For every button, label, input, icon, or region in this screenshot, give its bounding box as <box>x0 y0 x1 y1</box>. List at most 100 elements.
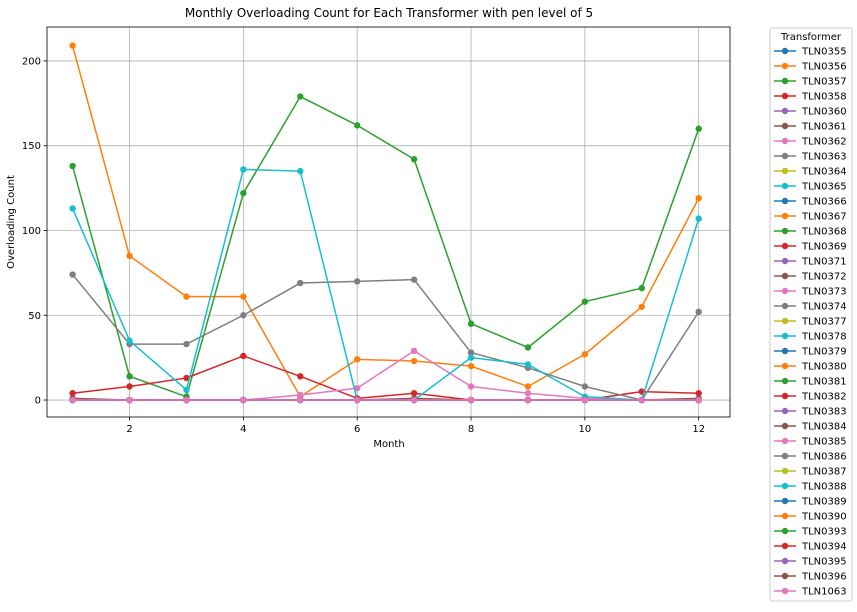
chart-title: Monthly Overloading Count for Each Trans… <box>185 6 593 20</box>
data-point <box>240 352 247 360</box>
legend-label: TLN0395 <box>801 557 847 568</box>
legend-label: TLN0367 <box>801 212 847 223</box>
data-point <box>524 396 532 404</box>
legend-label: TLN0389 <box>801 497 847 508</box>
data-point <box>467 320 475 327</box>
data-point <box>297 279 304 287</box>
legend-swatch-marker <box>781 542 789 550</box>
data-point <box>695 396 702 404</box>
data-point <box>69 42 76 49</box>
data-point <box>183 340 190 348</box>
data-point <box>240 189 247 197</box>
data-point <box>183 293 190 300</box>
data-point <box>695 390 702 397</box>
legend-item: TLN0393 <box>774 527 847 538</box>
data-point <box>183 386 190 394</box>
legend-items: TLN0355 TLN0356 TLN0357 TLN0358 TLN0360 TLN03… <box>774 47 847 598</box>
legend-item: TLN0364 <box>774 167 847 178</box>
legend-label: TLN0381 <box>801 377 847 388</box>
legend-item: TLN0365 <box>774 182 847 193</box>
y-tick-label: 200 <box>22 56 41 67</box>
series-line <box>72 274 700 401</box>
legend-label: TLN0371 <box>801 257 847 268</box>
legend-swatch-marker <box>781 437 789 445</box>
legend-label: TLN0379 <box>801 347 847 358</box>
legend: Transformer TLN0355 TLN0356 TLN0357 TLN0358… <box>769 27 853 602</box>
series-tln0357 <box>69 93 702 400</box>
legend-label: TLN0357 <box>801 77 847 88</box>
legend-item: TLN0377 <box>774 317 847 328</box>
data-point <box>695 308 702 316</box>
legend-swatch-marker <box>781 467 789 475</box>
data-point <box>354 356 361 363</box>
x-tick-label: 4 <box>240 424 246 435</box>
data-point <box>638 396 645 404</box>
legend-swatch-marker <box>781 527 789 535</box>
legend-label: TLN0366 <box>801 197 847 208</box>
legend-label: TLN0374 <box>801 302 847 313</box>
legend-item: TLN0394 <box>774 542 847 553</box>
legend-label: TLN0372 <box>801 272 847 283</box>
legend-swatch-marker <box>781 362 789 370</box>
data-point <box>581 396 589 404</box>
legend-label: TLN0384 <box>801 422 847 433</box>
legend-item: TLN0387 <box>774 467 847 478</box>
series-tln0356 <box>69 42 702 400</box>
legend-item: TLN0366 <box>774 197 847 208</box>
data-point <box>524 361 532 368</box>
legend-label: TLN1063 <box>801 587 847 598</box>
plot-frame <box>46 26 731 418</box>
data-point <box>354 396 361 404</box>
data-point <box>240 396 247 404</box>
legend-swatch-marker <box>781 62 789 70</box>
data-point <box>69 390 76 397</box>
legend-swatch-marker <box>781 452 789 460</box>
data-point <box>410 357 418 365</box>
legend-label: TLN0364 <box>801 167 847 178</box>
legend-item: TLN1063 <box>774 587 847 598</box>
data-point <box>297 391 304 399</box>
legend-swatch-marker <box>781 122 789 130</box>
data-point <box>410 396 418 404</box>
data-point <box>581 351 589 358</box>
series-tln0363 <box>69 271 702 404</box>
data-point <box>297 167 304 175</box>
data-point <box>126 396 133 404</box>
data-point <box>69 396 76 404</box>
legend-item: TLN0378 <box>774 332 847 343</box>
legend-swatch-marker <box>781 287 789 295</box>
series-line <box>71 45 700 398</box>
legend-item: TLN0358 <box>774 92 847 103</box>
data-point <box>467 396 475 404</box>
legend-item: TLN0374 <box>774 302 847 313</box>
legend-label: TLN0380 <box>801 362 847 373</box>
legend-swatch-marker <box>781 422 789 430</box>
data-point <box>297 396 304 404</box>
data-point <box>695 125 702 132</box>
legend-swatch-marker <box>781 92 789 100</box>
legend-swatch-marker <box>781 302 789 310</box>
y-tick-label: 0 <box>35 396 41 407</box>
legend-label: TLN0386 <box>801 452 847 463</box>
legend-label: TLN0383 <box>801 407 847 418</box>
y-tick-label: 150 <box>22 141 41 152</box>
x-tick-label: 6 <box>354 424 360 435</box>
legend-label: TLN0378 <box>801 332 847 343</box>
data-point <box>524 383 532 390</box>
legend-item: TLN0369 <box>774 242 847 253</box>
legend-swatch-marker <box>781 317 789 325</box>
data-point <box>524 390 532 397</box>
data-point <box>410 276 418 283</box>
legend-label: TLN0360 <box>801 107 847 118</box>
legend-swatch-marker <box>781 512 789 520</box>
legend-swatch-marker <box>781 47 789 55</box>
legend-swatch-marker <box>781 167 789 175</box>
legend-swatch-marker <box>781 257 789 265</box>
data-point <box>467 383 475 390</box>
legend-item: TLN0356 <box>774 62 847 73</box>
data-point <box>297 373 304 380</box>
legend-swatch-marker <box>781 497 789 505</box>
x-tick-label: 12 <box>692 424 705 435</box>
legend-item: TLN0388 <box>774 482 847 493</box>
